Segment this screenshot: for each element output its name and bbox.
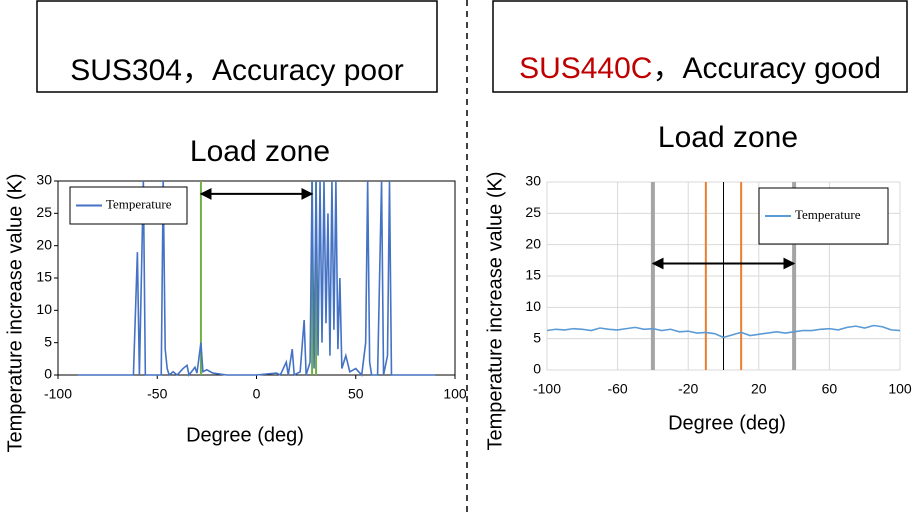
heading-material: SUS440C bbox=[519, 52, 652, 85]
y-tick-label: 0 bbox=[44, 366, 52, 382]
x-tick-label: -100 bbox=[533, 381, 561, 397]
y-axis-label: Temperature increase value (K) bbox=[484, 171, 506, 450]
heading: SUS304，Accuracy poor bbox=[70, 54, 404, 87]
x-tick-label: 100 bbox=[443, 386, 467, 402]
x-tick-label: 50 bbox=[348, 386, 364, 402]
y-tick-label: 10 bbox=[525, 298, 541, 314]
y-tick-label: 20 bbox=[525, 235, 541, 251]
y-tick-label: 30 bbox=[36, 172, 52, 188]
x-tick-label: -100 bbox=[44, 386, 72, 402]
heading-rest: ，Accuracy poor bbox=[182, 54, 404, 87]
x-axis-label: Degree (deg) bbox=[668, 412, 786, 434]
x-tick-label: -60 bbox=[607, 381, 627, 397]
y-axis-label: Temperature increase value (K) bbox=[4, 173, 26, 452]
chart-title: Load zone bbox=[190, 135, 330, 168]
heading-box bbox=[492, 0, 908, 93]
x-tick-label: 100 bbox=[888, 381, 912, 397]
chart-title: Load zone bbox=[658, 121, 798, 154]
heading-material: SUS304 bbox=[70, 54, 182, 87]
heading-rest: ，Accuracy good bbox=[652, 52, 880, 85]
legend-label: Temperature bbox=[106, 196, 172, 211]
y-tick-label: 15 bbox=[36, 269, 52, 285]
y-tick-label: 0 bbox=[533, 361, 541, 377]
y-tick-label: 5 bbox=[533, 329, 541, 345]
x-tick-label: 60 bbox=[822, 381, 838, 397]
heading: SUS440C，Accuracy good bbox=[519, 52, 881, 85]
y-tick-label: 25 bbox=[36, 204, 52, 220]
series-line bbox=[77, 180, 436, 377]
y-tick-label: 30 bbox=[525, 173, 541, 189]
y-tick-label: 5 bbox=[44, 333, 52, 349]
heading-box bbox=[36, 0, 438, 93]
y-tick-label: 10 bbox=[36, 301, 52, 317]
y-tick-label: 15 bbox=[525, 267, 541, 283]
y-tick-label: 25 bbox=[525, 204, 541, 220]
x-tick-label: 0 bbox=[253, 386, 261, 402]
x-axis-label: Degree (deg) bbox=[186, 424, 304, 446]
y-tick-label: 20 bbox=[36, 236, 52, 252]
series-line bbox=[546, 324, 901, 339]
legend-label: Temperature bbox=[795, 207, 861, 222]
x-tick-label: -20 bbox=[678, 381, 698, 397]
x-tick-label: 20 bbox=[751, 381, 767, 397]
x-tick-label: -50 bbox=[147, 386, 167, 402]
